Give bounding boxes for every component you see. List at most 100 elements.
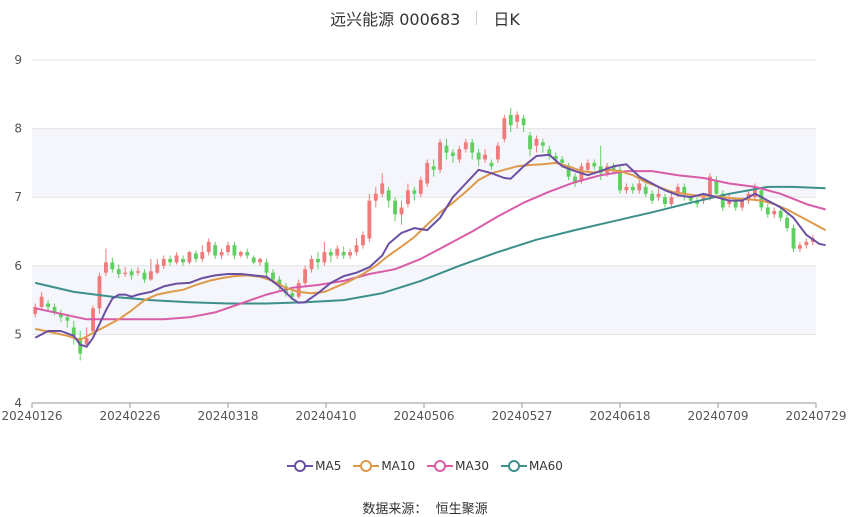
x-tick-label: 20240126 bbox=[1, 409, 62, 423]
candle-body bbox=[129, 271, 134, 276]
candle-body bbox=[540, 142, 545, 146]
candle-body bbox=[470, 142, 475, 153]
candle-body bbox=[33, 306, 38, 314]
candle-body bbox=[624, 186, 629, 191]
candle-body bbox=[232, 245, 237, 256]
legend-marker-icon bbox=[501, 459, 528, 472]
candle-body bbox=[373, 193, 378, 201]
x-tick-label: 20240618 bbox=[589, 409, 650, 423]
candle-body bbox=[303, 269, 308, 283]
candle-body bbox=[650, 193, 655, 201]
candle-body bbox=[103, 262, 108, 273]
candle-body bbox=[573, 176, 577, 184]
candle-body bbox=[226, 245, 230, 253]
candle-body bbox=[251, 257, 256, 263]
x-tick-label: 20240709 bbox=[687, 409, 748, 423]
candle-body bbox=[720, 193, 725, 208]
candle-body bbox=[200, 252, 205, 259]
legend-label: MA10 bbox=[381, 458, 416, 473]
candle-body bbox=[566, 166, 571, 177]
candle-body bbox=[759, 190, 764, 208]
candle-body bbox=[264, 262, 269, 273]
y-tick-label: 9 bbox=[14, 53, 22, 67]
candle-body bbox=[489, 162, 494, 167]
candle-body bbox=[348, 252, 353, 256]
candle-body bbox=[168, 258, 173, 263]
data-source: 数据来源： 恒生聚源 bbox=[0, 498, 850, 517]
candlestick-chart: 4 5 6 7 8 9 20240126 20240226 20240318 20240410 20… bbox=[1, 53, 846, 423]
legend-item-ma30[interactable]: MA30 bbox=[427, 458, 489, 473]
legend-item-ma10[interactable]: MA10 bbox=[353, 458, 415, 473]
candle-body bbox=[791, 228, 796, 249]
candle-body bbox=[52, 306, 57, 313]
candle-body bbox=[328, 252, 333, 256]
candle-body bbox=[669, 197, 674, 205]
candle-body bbox=[245, 252, 250, 256]
legend-item-ma60[interactable]: MA60 bbox=[501, 458, 563, 473]
period-label[interactable]: 日K bbox=[493, 10, 520, 29]
candle-body bbox=[97, 276, 102, 309]
candle-body bbox=[560, 159, 565, 163]
candle-body bbox=[277, 279, 282, 287]
candle-body bbox=[193, 253, 198, 259]
candle-body bbox=[637, 183, 642, 191]
candle-body bbox=[58, 313, 63, 318]
candle-body bbox=[804, 241, 809, 246]
y-tick-label: 8 bbox=[14, 122, 22, 136]
candle-body bbox=[688, 197, 693, 201]
candle-body bbox=[174, 255, 179, 263]
candle-body bbox=[727, 200, 732, 205]
candle-body bbox=[618, 169, 622, 191]
candle-body bbox=[630, 186, 635, 191]
candle-body bbox=[515, 114, 520, 122]
ma30-line bbox=[34, 170, 826, 321]
candle-body bbox=[116, 269, 121, 275]
candle-body bbox=[476, 152, 481, 160]
candle-body bbox=[161, 258, 166, 266]
candle-body bbox=[206, 241, 211, 253]
candle-body bbox=[46, 303, 50, 307]
candle-body bbox=[708, 176, 712, 198]
candle-body bbox=[271, 272, 275, 280]
candle-body bbox=[361, 234, 365, 246]
x-tick-label: 20240527 bbox=[491, 409, 552, 423]
candle-body bbox=[123, 272, 128, 275]
candle-body bbox=[386, 190, 391, 201]
candle-body bbox=[39, 296, 44, 307]
candle-body bbox=[611, 166, 616, 170]
grid-band bbox=[32, 128, 816, 198]
ma60-line bbox=[34, 185, 826, 305]
candle-body bbox=[71, 327, 76, 336]
legend-item-ma5[interactable]: MA5 bbox=[287, 458, 341, 473]
legend-label: MA5 bbox=[315, 458, 342, 473]
legend-marker-icon bbox=[287, 459, 314, 472]
candle-body bbox=[528, 135, 532, 150]
x-tick-label: 20240506 bbox=[393, 409, 454, 423]
candle-body bbox=[322, 252, 327, 263]
x-tick-label: 20240318 bbox=[197, 409, 258, 423]
candle-body bbox=[380, 183, 385, 194]
candle-body bbox=[457, 149, 462, 160]
candle-body bbox=[290, 293, 295, 297]
legend: MA5 MA10 MA30 MA60 bbox=[0, 458, 850, 473]
legend-marker-icon bbox=[427, 459, 454, 472]
candle-body bbox=[675, 186, 680, 194]
candle-body bbox=[136, 271, 140, 273]
candle-body bbox=[341, 252, 346, 256]
candle-body bbox=[656, 193, 661, 198]
candle-body bbox=[785, 217, 790, 229]
candle-body bbox=[399, 207, 404, 215]
candle-body bbox=[740, 200, 745, 208]
x-tick-label: 20240410 bbox=[295, 409, 356, 423]
candle-body bbox=[187, 252, 192, 263]
candle-body bbox=[798, 245, 802, 249]
candle-body bbox=[733, 200, 738, 208]
legend-label: MA30 bbox=[455, 458, 490, 473]
legend-label: MA60 bbox=[529, 458, 563, 473]
candle-body bbox=[65, 317, 70, 321]
candle-body bbox=[534, 138, 539, 146]
candle-body bbox=[592, 162, 597, 167]
y-tick-label: 7 bbox=[14, 190, 22, 204]
candle-body bbox=[309, 258, 314, 270]
candle-body bbox=[406, 190, 410, 205]
